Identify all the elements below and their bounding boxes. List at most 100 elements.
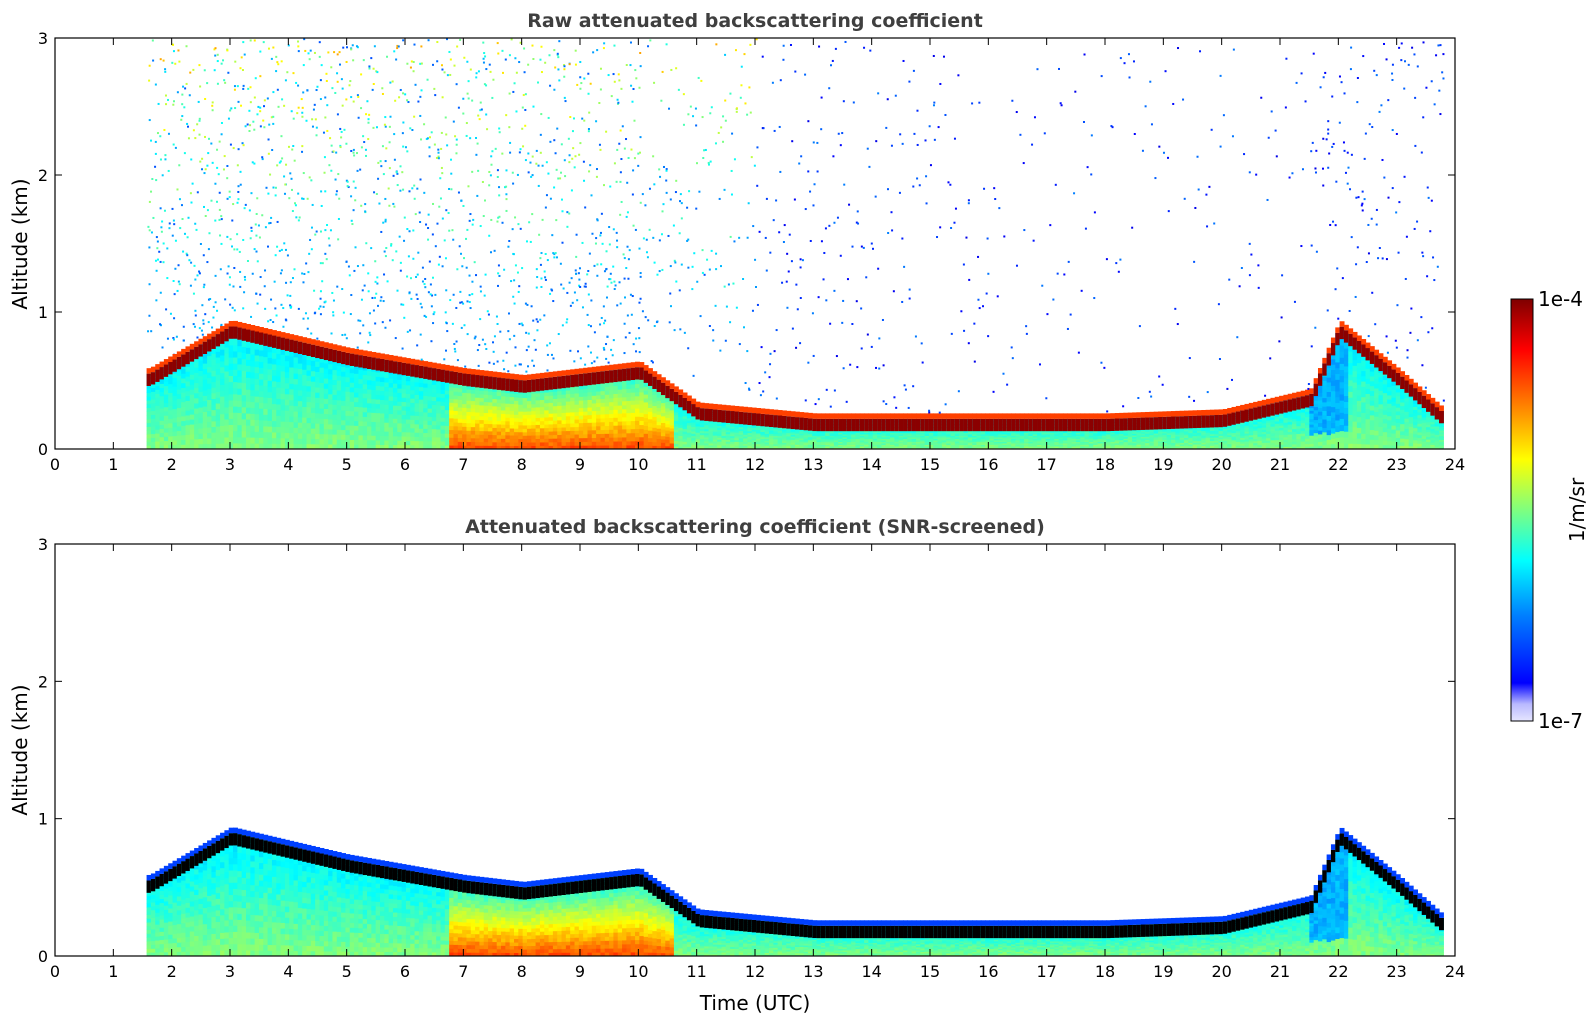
heatmap-cell <box>401 440 407 446</box>
noise-speckle <box>304 49 307 52</box>
heatmap-cell <box>522 418 528 423</box>
heatmap-cell <box>514 431 519 436</box>
heatmap-cell <box>544 416 550 422</box>
heatmap-cell <box>635 412 640 417</box>
noise-speckle <box>404 146 407 149</box>
noise-speckle <box>589 351 592 354</box>
heatmap-cell <box>622 412 627 418</box>
heatmap-cell <box>522 445 528 450</box>
heatmap-cell <box>185 434 191 440</box>
heatmap-cell <box>250 348 256 355</box>
noise-speckle <box>200 329 203 332</box>
heatmap-cell <box>539 406 545 411</box>
heatmap-cell <box>202 389 208 396</box>
heatmap-cell <box>323 373 329 379</box>
noise-speckle <box>600 212 603 215</box>
heatmap-cell <box>518 431 524 436</box>
noise-speckle <box>375 126 378 129</box>
heatmap-cell <box>405 393 411 399</box>
heatmap-cell <box>237 436 243 444</box>
heatmap-cell <box>773 426 779 430</box>
heatmap-cell <box>730 430 736 433</box>
heatmap-cell <box>505 438 511 443</box>
heatmap-cell <box>414 411 420 416</box>
y-axis-label: Altitude (km) <box>8 178 32 309</box>
heatmap-cell <box>665 433 671 437</box>
cloud-band-cell <box>501 378 506 391</box>
noise-speckle <box>507 370 510 373</box>
heatmap-cell <box>146 430 152 435</box>
cloud-edge-cell <box>756 408 761 414</box>
heatmap-cell <box>332 404 338 410</box>
heatmap-cell <box>263 437 269 444</box>
heatmap-cell <box>466 385 472 390</box>
heatmap-cell <box>682 438 688 442</box>
heatmap-cell <box>388 400 394 406</box>
cloud-band-cell <box>185 351 191 365</box>
heatmap-cell <box>189 384 195 390</box>
heatmap-cell <box>202 427 208 434</box>
heatmap-cell <box>297 427 303 434</box>
heatmap-cell <box>488 391 493 396</box>
noise-speckle <box>455 143 458 146</box>
cloud-band-cell <box>574 374 580 387</box>
heatmap-cell <box>561 441 567 446</box>
heatmap-cell <box>570 393 576 398</box>
noise-speckle <box>216 200 218 203</box>
heatmap-cell <box>462 396 468 401</box>
noise-speckle <box>426 137 429 140</box>
heatmap-cell <box>591 387 597 392</box>
heatmap-cell <box>570 389 576 394</box>
noise-speckle <box>218 218 221 221</box>
heatmap-cell <box>492 391 498 396</box>
noise-speckle <box>512 253 515 256</box>
noise-speckle <box>398 96 401 99</box>
noise-speckle <box>609 185 612 188</box>
cloud-edge-cell <box>699 402 705 409</box>
cloud-edge-cell <box>405 358 411 364</box>
heatmap-cell <box>669 421 675 426</box>
heatmap-cell <box>613 385 619 391</box>
noise-speckle <box>619 129 622 132</box>
noise-speckle <box>515 110 518 113</box>
heatmap-cell <box>747 429 753 432</box>
heatmap-cell <box>656 421 662 426</box>
cloud-edge-cell <box>194 341 200 347</box>
heatmap-cell <box>738 424 744 428</box>
heatmap-cell <box>215 403 221 410</box>
noise-speckle <box>389 319 392 322</box>
noise-speckle <box>679 200 681 203</box>
heatmap-cell <box>241 376 247 384</box>
noise-speckle <box>511 171 514 174</box>
noise-speckle <box>267 152 270 155</box>
cloud-edge-cell <box>207 333 213 340</box>
cloud-band-cell <box>410 364 416 377</box>
cloud-band-cell <box>583 373 589 386</box>
noise-speckle <box>579 61 582 64</box>
heatmap-cell <box>258 355 264 363</box>
noise-speckle <box>659 175 662 178</box>
cloud-band-cell <box>258 332 264 345</box>
heatmap-cell <box>600 394 606 399</box>
heatmap-cell <box>777 435 783 438</box>
heatmap-cell <box>790 437 796 440</box>
heatmap-cell <box>371 403 377 409</box>
noise-speckle <box>297 106 300 109</box>
heatmap-cell <box>367 370 372 376</box>
noise-speckle <box>188 94 191 97</box>
heatmap-cell <box>375 408 381 414</box>
noise-speckle <box>408 230 411 233</box>
heatmap-cell <box>367 416 372 422</box>
heatmap-cell <box>639 400 645 405</box>
heatmap-cell <box>271 414 277 422</box>
heatmap-cell <box>587 407 593 412</box>
heatmap-cell <box>652 438 658 443</box>
noise-speckle <box>658 168 661 171</box>
heatmap-cell <box>656 403 662 408</box>
cloud-edge-cell <box>526 374 532 380</box>
heatmap-cell <box>682 413 688 417</box>
noise-speckle <box>677 88 680 91</box>
noise-speckle <box>498 131 501 134</box>
heatmap-cell <box>626 416 632 422</box>
heatmap-cell <box>293 383 299 390</box>
